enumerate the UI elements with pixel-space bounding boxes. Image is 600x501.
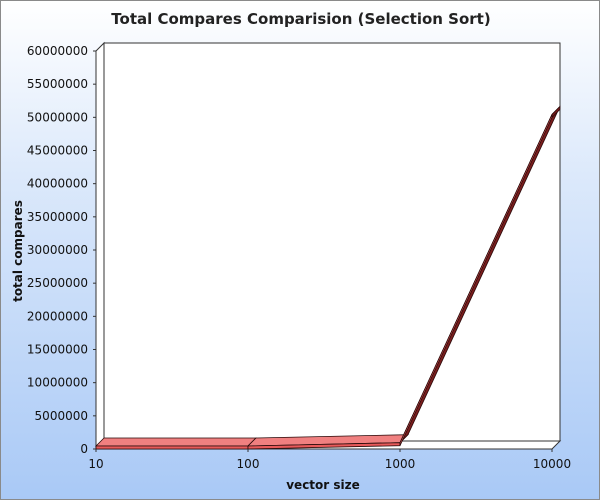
y-tick-label: 35000000: [27, 210, 88, 224]
y-tick-label: 0: [80, 442, 88, 456]
y-tick-label: 10000000: [27, 376, 88, 390]
y-axis: 0 5000000 10000000 15000000 20000000 25000000…: [27, 44, 96, 456]
x-tick-label: 10: [88, 457, 103, 471]
y-tick-label: 15000000: [27, 343, 88, 357]
x-axis-label: vector size: [286, 478, 360, 492]
y-tick-label: 45000000: [27, 144, 88, 158]
y-tick-label: 20000000: [27, 309, 88, 323]
y-tick-label: 25000000: [27, 276, 88, 290]
series-segment-top: [95, 437, 257, 447]
y-tick-label: 5000000: [35, 409, 88, 423]
y-tick-label: 60000000: [27, 44, 88, 58]
x-axis: 10 100 1000 10000: [88, 449, 571, 471]
x-tick-label: 1000: [385, 457, 416, 471]
plot-side-wall: [95, 41, 105, 451]
y-tick-label: 30000000: [27, 243, 88, 257]
series-end-cap: [551, 105, 561, 119]
plot-back-wall: [103, 42, 561, 442]
series-segment-front: [95, 445, 249, 450]
y-tick-label: 55000000: [27, 77, 88, 91]
y-axis-label: total compares: [11, 200, 25, 302]
plot-area: [94, 41, 562, 451]
x-tick-label: 100: [237, 457, 260, 471]
x-tick-label: 10000: [533, 457, 571, 471]
y-tick-label: 50000000: [27, 110, 88, 124]
series-ribbon: [95, 105, 561, 450]
y-tick-label: 40000000: [27, 177, 88, 191]
chart-title: Total Compares Comparision (Selection So…: [111, 10, 490, 28]
